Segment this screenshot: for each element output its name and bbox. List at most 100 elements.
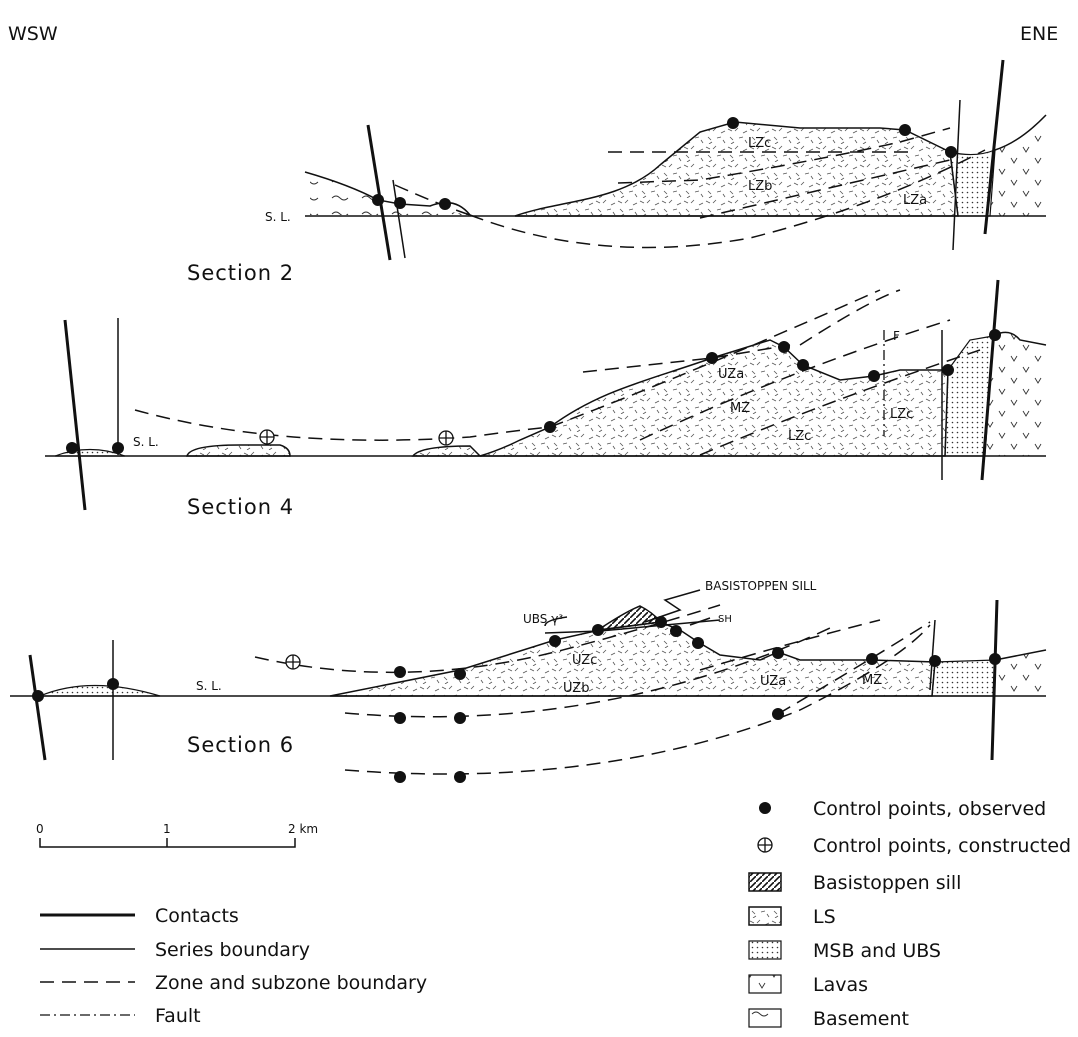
legend-label: Contacts [155,905,239,927]
control-point [670,625,682,637]
legend-label: Control points, observed [813,798,1046,820]
geologic-shape [187,445,290,456]
control-point [899,124,911,136]
section-2: S. L. LZc LZb LZa Section 2 [187,60,1046,285]
annotation: SH [718,614,732,625]
zone-label: UZc [572,653,597,668]
section-title: Section 6 [187,733,294,757]
control-point [454,712,466,724]
section-title: Section 2 [187,261,294,285]
annotation: UBS γ³ [523,612,563,626]
control-point [32,690,44,702]
geologic-shape [30,655,45,760]
geologic-shape [40,838,295,847]
geologic-shape [758,838,772,852]
control-point [759,802,771,814]
sea-level: S. L. [133,435,159,449]
control-point [772,647,784,659]
zone-label: MZ [730,401,750,416]
control-point [692,637,704,649]
sea-level: S. L. [196,679,222,693]
geologic-shape [749,907,781,925]
control-point [454,668,466,680]
control-point [868,370,880,382]
zone-label: UZa [718,367,744,382]
geologic-shape [368,125,390,260]
geologic-shape [330,622,935,696]
control-point [945,146,957,158]
control-point [394,197,406,209]
legend-label: Series boundary [155,939,310,961]
orientation-left: WSW [8,23,58,45]
zone-label: LZc [890,407,913,422]
geologic-shape [932,660,995,696]
geologic-shape [393,180,405,258]
control-point [989,329,1001,341]
zone-label: MZ [862,673,882,688]
orientation-right: ENE [1020,23,1058,45]
legend-label: Basistoppen sill [813,872,961,894]
zone-label: LZc [788,429,811,444]
scale-tick: 0 [36,822,44,836]
control-point [394,712,406,724]
scale-tick: 2 km [288,822,318,836]
legend-label: LS [813,906,836,928]
geologic-shape [413,446,480,456]
control-point [112,442,124,454]
control-point [544,421,556,433]
scale-bar: 0 1 2 km [36,822,318,847]
geologic-shape [32,616,1001,783]
annotation: BASISTOPPEN SILL [705,579,817,593]
control-point [549,635,561,647]
zone-label: LZa [903,193,927,208]
geologic-shape [65,320,85,510]
control-point [592,624,604,636]
geologic-shape [749,941,781,959]
control-point [797,359,809,371]
section-4: S. L. UZa MZ LZc LZc F Section 4 [45,280,1046,519]
geologic-shape [985,332,1046,456]
geologic-shape [990,115,1046,216]
control-point [866,653,878,665]
control-point [727,117,739,129]
control-point [394,771,406,783]
legend-label: Zone and subzone boundary [155,972,427,994]
geologic-shape [749,873,781,891]
scale-tick: 1 [163,822,171,836]
geologic-shape [260,430,453,445]
control-point [706,352,718,364]
geologic-shape [993,650,1046,696]
control-point [655,616,667,628]
control-point [107,678,119,690]
control-point [989,653,1001,665]
control-point [454,771,466,783]
line-legend: Contacts Series boundary Zone and subzon… [40,905,427,1027]
geologic-shape [286,655,300,669]
control-point [772,708,784,720]
zone-label: LZc [748,136,771,151]
fault-label: F [893,329,900,343]
geological-sections: WSW ENE S. L. LZc LZb LZa Section 2 S. L… [0,0,1078,1037]
geologic-shape [749,975,781,993]
geologic-shape [515,122,958,216]
sea-level: S. L. [265,210,291,224]
zone-label: LZb [748,179,772,194]
legend-label: MSB and UBS [813,940,941,962]
control-point [929,655,941,667]
control-point [942,364,954,376]
zone-label: UZb [563,681,589,696]
symbol-legend: Control points, observed Control points,… [749,798,1071,1030]
zone-label: UZa [760,674,786,689]
geologic-shape [749,1009,781,1027]
control-point [394,666,406,678]
legend-label: Lavas [813,974,868,996]
legend-label: Fault [155,1005,201,1027]
control-point [439,198,451,210]
geologic-shape [40,686,160,697]
control-point [372,194,384,206]
control-point [66,442,78,454]
section-6: S. L. UZc UZb UZa MZ BASISTOPPEN SILL SH… [10,579,1046,783]
section-title: Section 4 [187,495,294,519]
legend-label: Basement [813,1008,909,1030]
legend-label: Control points, constructed [813,835,1071,857]
